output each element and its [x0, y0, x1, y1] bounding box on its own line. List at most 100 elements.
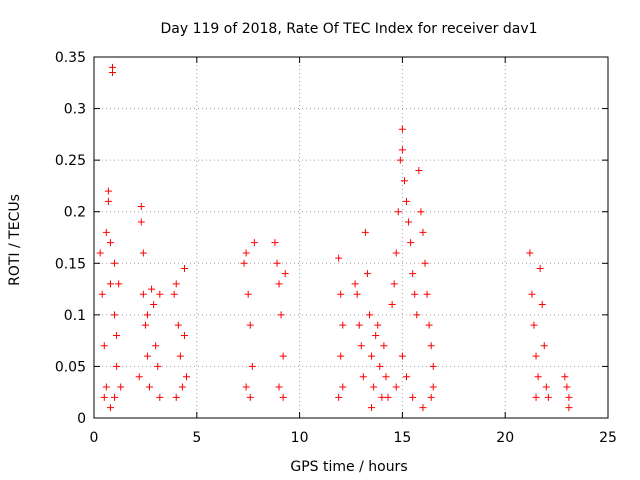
data-point [339, 383, 347, 391]
data-point [178, 383, 186, 391]
data-point [102, 383, 110, 391]
data-point [111, 311, 119, 319]
data-point [421, 259, 429, 267]
data-point [427, 342, 435, 350]
data-point [403, 197, 411, 205]
data-point [542, 383, 550, 391]
data-point [180, 264, 188, 272]
y-tick-label: 0.35 [55, 50, 86, 66]
data-point [273, 259, 281, 267]
data-point [384, 393, 392, 401]
data-point [100, 342, 108, 350]
data-point [544, 393, 552, 401]
data-point [143, 311, 151, 319]
data-point [368, 404, 376, 412]
plot-frame [93, 56, 609, 419]
data-point [279, 393, 287, 401]
data-point [388, 301, 396, 309]
data-point [392, 249, 400, 257]
data-point [172, 393, 180, 401]
y-tick-label: 0.1 [64, 308, 86, 324]
data-point [415, 166, 423, 174]
x-tick-label: 5 [192, 430, 201, 446]
data-points [96, 63, 573, 412]
y-tick-label: 0.15 [55, 256, 86, 272]
data-point [156, 393, 164, 401]
data-point [275, 280, 283, 288]
data-point [146, 383, 154, 391]
data-point [106, 239, 114, 247]
data-point [106, 280, 114, 288]
data-point [176, 352, 184, 360]
data-point [141, 321, 149, 329]
data-point [100, 393, 108, 401]
data-point [532, 393, 540, 401]
data-point [429, 383, 437, 391]
data-point [180, 331, 188, 339]
data-point [400, 177, 408, 185]
data-point [359, 373, 367, 381]
data-point [152, 342, 160, 350]
data-point [423, 290, 431, 298]
data-point [361, 228, 369, 236]
data-point [528, 290, 536, 298]
data-point [170, 290, 178, 298]
data-point [540, 342, 548, 350]
y-tick-label: 0.3 [64, 102, 86, 118]
data-point [398, 352, 406, 360]
data-point [240, 259, 248, 267]
data-point [339, 321, 347, 329]
data-point [242, 249, 250, 257]
data-point [246, 393, 254, 401]
data-point [538, 301, 546, 309]
data-point [368, 352, 376, 360]
data-point [378, 393, 386, 401]
data-point [565, 393, 573, 401]
grid-lines [94, 57, 608, 418]
x-tick-label: 15 [393, 430, 411, 446]
data-point [271, 239, 279, 247]
data-point [139, 290, 147, 298]
data-point [398, 125, 406, 133]
y-axis-label: ROTI / TECUs [7, 194, 23, 286]
data-point [409, 270, 417, 278]
data-point [172, 280, 180, 288]
x-tick-label: 20 [496, 430, 514, 446]
data-point [363, 270, 371, 278]
data-point [366, 311, 374, 319]
data-point [98, 290, 106, 298]
data-point [530, 321, 538, 329]
data-point [104, 197, 112, 205]
data-point [174, 321, 182, 329]
data-point [563, 383, 571, 391]
data-point [427, 393, 435, 401]
data-point [246, 321, 254, 329]
chart-title: Day 119 of 2018, Rate Of TEC Index for r… [160, 21, 537, 37]
data-point [335, 254, 343, 262]
data-point [96, 249, 104, 257]
data-point [154, 362, 162, 370]
data-point [137, 218, 145, 226]
data-point [337, 352, 345, 360]
data-point [337, 290, 345, 298]
data-point [374, 321, 382, 329]
data-point [143, 352, 151, 360]
data-point [281, 270, 289, 278]
x-tick-label: 0 [90, 430, 99, 446]
data-point [390, 280, 398, 288]
data-point [396, 156, 404, 164]
data-point [425, 321, 433, 329]
data-point [104, 187, 112, 195]
data-point [419, 228, 427, 236]
data-point [335, 393, 343, 401]
data-point [150, 301, 158, 309]
data-point [135, 373, 143, 381]
data-point [113, 362, 121, 370]
data-point [372, 331, 380, 339]
data-point [370, 383, 378, 391]
data-point [405, 218, 413, 226]
data-point [353, 290, 361, 298]
data-point [275, 383, 283, 391]
x-axis-ticks: 0 5 10 15 20 25 [90, 57, 617, 446]
